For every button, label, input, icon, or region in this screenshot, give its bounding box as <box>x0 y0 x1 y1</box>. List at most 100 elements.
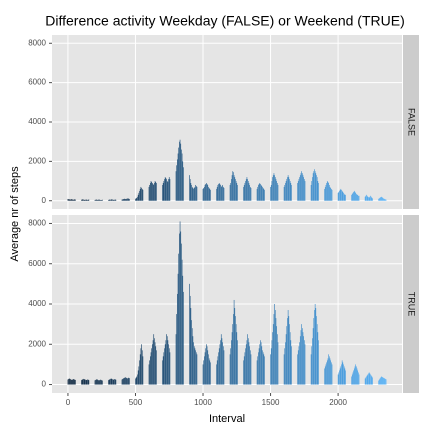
bar <box>73 199 75 201</box>
bar <box>300 330 302 385</box>
bar <box>175 171 177 201</box>
bar <box>166 179 167 201</box>
x-tick-label: 500 <box>129 398 143 407</box>
bar <box>262 350 263 385</box>
bar <box>260 342 262 385</box>
bar <box>70 379 71 385</box>
bar <box>316 316 317 385</box>
bar <box>317 332 319 385</box>
bar <box>270 184 272 201</box>
bar <box>191 320 192 385</box>
bar <box>380 196 382 201</box>
bar <box>84 379 86 385</box>
bar <box>378 379 380 385</box>
bar <box>325 364 327 385</box>
bar <box>247 181 249 201</box>
bar <box>277 342 279 385</box>
bar <box>385 199 387 201</box>
bar <box>381 376 383 385</box>
bar <box>74 379 76 385</box>
bar <box>276 181 277 201</box>
bar <box>83 378 84 385</box>
bar <box>345 370 346 385</box>
bar <box>154 342 156 385</box>
bar <box>366 376 367 385</box>
bar <box>88 380 90 385</box>
bar <box>142 189 144 201</box>
bar <box>208 354 209 385</box>
bar <box>329 186 331 201</box>
bar <box>245 344 247 385</box>
bar <box>125 199 127 201</box>
bar <box>189 283 190 385</box>
bar <box>378 198 380 201</box>
bar <box>236 332 238 385</box>
bar <box>162 360 163 385</box>
bar <box>284 348 286 385</box>
bar <box>162 184 163 201</box>
bar <box>97 199 99 201</box>
facet-strip <box>403 215 419 393</box>
bar <box>355 192 357 201</box>
bar <box>370 196 372 201</box>
bar <box>310 184 312 201</box>
bar <box>344 194 346 201</box>
bar <box>72 379 74 385</box>
bar <box>115 379 117 385</box>
bar <box>222 184 223 201</box>
y-tick-label: 8000 <box>28 219 46 228</box>
bar <box>196 186 198 201</box>
bar <box>150 356 151 385</box>
bar <box>70 379 72 385</box>
bar <box>234 177 236 201</box>
bar <box>301 171 302 201</box>
bar <box>110 378 112 385</box>
bar <box>385 199 386 201</box>
bar <box>273 173 275 201</box>
bar <box>98 199 100 201</box>
bar <box>312 177 313 201</box>
bar <box>203 360 205 385</box>
bar <box>68 199 69 201</box>
bar <box>98 380 100 385</box>
bar <box>326 360 328 385</box>
bar <box>108 380 109 385</box>
bar <box>109 199 111 201</box>
bar <box>289 332 291 385</box>
bar <box>168 344 169 385</box>
bar <box>194 348 196 385</box>
bar <box>353 370 354 385</box>
bar <box>216 186 218 201</box>
bar <box>339 189 341 201</box>
bar <box>208 186 209 201</box>
bar <box>342 191 344 201</box>
bar <box>140 186 142 201</box>
bar <box>153 334 155 385</box>
bar <box>122 378 123 385</box>
bar <box>231 179 232 201</box>
bar <box>247 179 248 201</box>
bar <box>299 336 301 385</box>
bar <box>353 191 354 201</box>
bar <box>135 378 136 385</box>
bar <box>277 184 279 201</box>
bar <box>284 184 286 201</box>
bar <box>276 326 277 385</box>
bar <box>328 183 329 201</box>
bar <box>261 346 263 385</box>
y-tick-label: 2000 <box>28 339 46 348</box>
bar <box>301 324 302 385</box>
bar <box>70 199 72 201</box>
bar <box>304 181 306 201</box>
bar <box>97 380 99 385</box>
bar <box>108 199 109 201</box>
bar <box>141 187 142 201</box>
bar <box>356 194 358 201</box>
bar <box>385 379 387 385</box>
bar <box>176 165 178 201</box>
bar <box>113 379 115 385</box>
bar <box>288 316 290 385</box>
bar <box>222 186 224 201</box>
bar <box>209 360 211 385</box>
bar <box>385 378 386 385</box>
